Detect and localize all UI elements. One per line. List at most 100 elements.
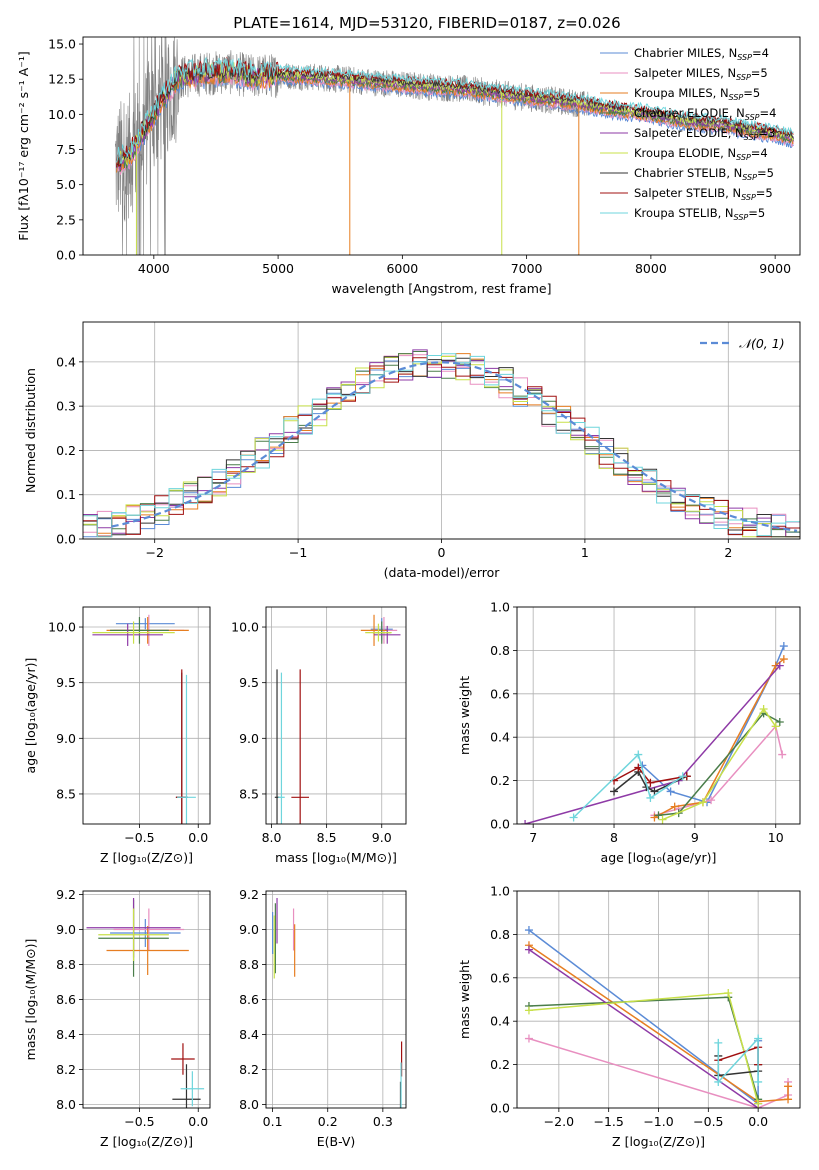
x-axis-label: Z [log₁₀(Z/Z⊙)] [612,1134,705,1149]
y-axis-label: Normed distribution [23,368,38,493]
x-tick-label: 0.2 [318,1114,338,1129]
x-axis-label: Z [log₁₀(Z/Z⊙)] [100,1134,193,1149]
mw_vs_Z-panel: −2.0 −1.5 −1.0 −0.5 0.0 0.0 0.2 0.4 0.6 0.8 1.0 Z [… [457,884,801,1149]
y-tick-label: 0.2 [56,443,76,458]
series-marker-kroupa_stelib [754,1077,763,1086]
y-tick-label: 0.0 [490,1101,510,1116]
y-tick-label: 0.0 [490,817,510,832]
series-marker-salpeter_miles [707,796,716,805]
series-line-kroupa_elodie [662,707,777,821]
mw_vs_Z-lines [524,926,793,1108]
series-marker-kroupa_elodie [724,988,733,997]
y-tick-label: 0.4 [56,354,76,369]
x-tick-label: −2.0 [544,1114,574,1129]
axes-frame [516,606,801,825]
x-tick-label: −1.5 [593,1114,623,1129]
y-tick-label: 7.5 [56,142,76,157]
axes-frame [516,890,801,1109]
y-tick-label: 8.6 [56,992,76,1007]
legend-entry-salpeter_miles: Salpeter MILES, NSSP=5 [634,66,768,82]
y-tick-label: 0.2 [490,773,510,788]
x-tick-label: −1.0 [643,1114,673,1129]
series-marker-chabrier_miles [779,642,788,651]
axes-frame [82,890,211,1109]
y-tick-label: 0.8 [490,927,510,942]
series-marker-chabrier_miles [524,926,533,935]
series-marker-kroupa_miles [779,655,788,664]
x-tick-label: 0.0 [188,1114,208,1129]
series-line-kroupa_miles [528,944,789,1103]
axes-frame [82,321,801,540]
series-marker-kroupa_miles [784,1082,793,1091]
histogram-lines [83,349,800,538]
y-tick-label: 15.0 [48,37,76,52]
y-tick-label: 1.0 [490,884,510,899]
series-marker-salpeter_miles [524,1034,533,1043]
x-axis-label: (data-model)/error [384,565,501,580]
series-marker-kroupa_stelib [569,813,578,822]
spectrum-panel: 4000 5000 6000 7000 8000 9000 0.0 2.5 5.0 7.5 10.0… [16,37,801,296]
series-marker-kroupa_elodie [759,704,768,713]
y-tick-label: 8.0 [239,1097,259,1112]
y-tick-label: 1.0 [490,600,510,615]
legend-entry-salpeter_stelib: Salpeter STELIB, NSSP=5 [634,186,773,202]
model-spectrum-line-kroupa_miles [116,66,794,173]
x-axis-label: age [log₁₀(age/yr)] [601,850,717,865]
x-tick-label: −1 [289,545,307,560]
y-tick-label: 9.2 [239,887,259,902]
mass_vs_ebv-panel: 0.1 0.2 0.3 8.0 8.2 8.4 8.6 8.8 9.0 9.2 E(B-V) [239,887,407,1149]
y-tick-label: 8.2 [56,1062,76,1077]
x-tick-label: 2 [724,545,732,560]
series-marker-chabrier_stelib [650,787,659,796]
residual-histogram-salpeter_elodie [83,349,800,538]
x-tick-label: 9000 [759,261,791,276]
data-spectrum-line [115,37,795,255]
mw_vs_age-lines [521,642,788,824]
x-tick-label: −0.5 [693,1114,723,1129]
y-tick-label: 0.6 [490,970,510,985]
series-marker-chabrier_miles [666,787,675,796]
series-marker-kroupa_stelib [714,1077,723,1086]
series-marker-kroupa_stelib [646,793,655,802]
series-marker-kroupa_stelib [634,750,643,759]
series-marker-chabrier_elodie [775,718,784,727]
series-marker-kroupa_elodie [771,722,780,731]
legend-entry-kroupa_elodie: Kroupa ELODIE, NSSP=4 [634,146,768,162]
y-tick-label: 12.5 [48,72,76,87]
series-marker-kroupa_stelib [714,1038,723,1047]
y-tick-label: 9.0 [56,731,76,746]
y-tick-label: 10.0 [48,620,76,635]
series-marker-kroupa_stelib [754,1034,763,1043]
x-tick-label: −2 [145,545,163,560]
series-marker-kroupa_miles [670,802,679,811]
residuals-panel: −2 −1 0 1 2 0.0 0.1 0.2 0.3 0.4 (data-model)/error… [23,321,801,580]
y-tick-label: 10.0 [48,107,76,122]
y-tick-label: 8.6 [239,992,259,1007]
legend-entry-salpeter_elodie: Salpeter ELODIE, NSSP=3 [634,126,775,142]
x-tick-label: 5000 [262,261,294,276]
x-axis-label: wavelength [Angstrom, rest frame] [331,281,551,296]
mw_vs_age-panel: 7 8 9 10 0.0 0.2 0.4 0.6 0.8 1.0 age [log₁₀(age/yr… [457,600,801,865]
figure-title: PLATE=1614, MJD=53120, FIBERID=0187, z=0… [233,14,620,32]
x-tick-label: 8000 [635,261,667,276]
y-tick-label: 0.0 [56,248,76,263]
y-axis-label: age [log₁₀(age/yr)] [23,658,38,774]
series-marker-salpeter_elodie [521,820,530,824]
y-axis-label: mass weight [457,960,472,1039]
x-tick-label: 9.0 [372,830,392,845]
y-axis-label: Flux [fλ10⁻¹⁷ erg cm⁻² s⁻¹ A⁻¹] [16,51,31,240]
axes-frame [265,606,407,825]
y-tick-label: 0.3 [56,399,76,414]
mass_vs_ebv-points [272,898,403,1108]
y-tick-label: 8.2 [239,1062,259,1077]
legend-entry-kroupa_stelib: Kroupa STELIB, NSSP=5 [634,206,765,222]
x-axis-label: Z [log₁₀(Z/Z⊙)] [100,850,193,865]
legend-entry-chabrier_elodie: Chabrier ELODIE, NSSP=4 [634,106,776,122]
x-tick-label: 0.3 [373,1114,393,1129]
series-line-salpeter_elodie [528,948,759,1108]
y-axis-label: mass weight [457,676,472,755]
residual-histogram-kroupa_stelib [83,353,800,538]
legend-entry-chabrier_stelib: Chabrier STELIB, NSSP=5 [634,166,774,182]
spectrum-legend: Chabrier MILES, NSSP=4 Salpeter MILES, NS… [600,46,776,222]
y-tick-label: 0.2 [490,1057,510,1072]
